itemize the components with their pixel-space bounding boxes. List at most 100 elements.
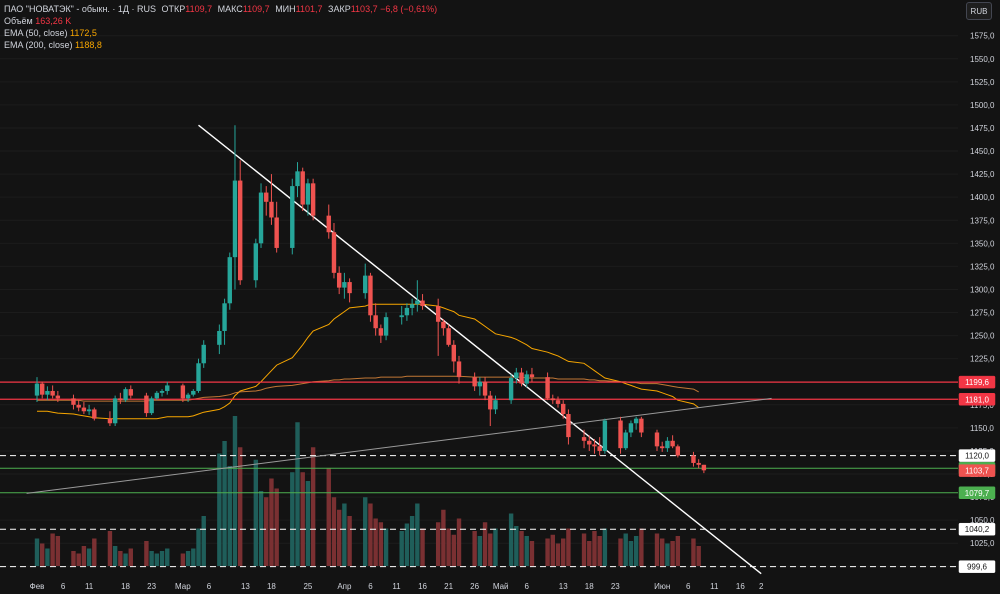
candle-body[interactable]	[660, 446, 665, 449]
candle-body[interactable]	[201, 344, 206, 364]
candle-body[interactable]	[217, 330, 222, 345]
candle-body[interactable]	[81, 407, 87, 412]
candle-body[interactable]	[550, 398, 555, 401]
currency-button[interactable]: RUB	[966, 2, 992, 20]
candle-body[interactable]	[253, 243, 259, 281]
candle-body[interactable]	[123, 389, 128, 401]
candle-body[interactable]	[326, 215, 331, 233]
candle-body[interactable]	[86, 409, 92, 412]
candle-body[interactable]	[227, 257, 232, 304]
candle-body[interactable]	[420, 300, 425, 307]
candle-body[interactable]	[597, 446, 602, 451]
candle-body[interactable]	[295, 171, 300, 187]
candle-body[interactable]	[493, 400, 498, 410]
candle-body[interactable]	[232, 180, 238, 258]
candle-body[interactable]	[592, 444, 597, 447]
volume-label[interactable]: Объём	[4, 16, 33, 26]
candle-body[interactable]	[566, 414, 571, 438]
candle-body[interactable]	[180, 385, 186, 399]
candle-body[interactable]	[472, 377, 477, 387]
trendline[interactable]	[26, 397, 772, 494]
candle-body[interactable]	[456, 361, 462, 378]
symbol-name[interactable]: ПАО "НОВАТЭК" - обыкн. · 1Д · RUS	[4, 4, 157, 14]
candle-body[interactable]	[274, 217, 279, 248]
candle-body[interactable]	[477, 381, 483, 387]
candle-body[interactable]	[670, 440, 675, 447]
candle-body[interactable]	[128, 389, 133, 396]
candle-body[interactable]	[587, 440, 592, 445]
candle-body[interactable]	[342, 282, 347, 288]
candle-body[interactable]	[34, 383, 40, 396]
candle-body[interactable]	[441, 321, 446, 329]
candle-body[interactable]	[446, 328, 451, 345]
candle-body[interactable]	[300, 171, 305, 205]
candle-body[interactable]	[399, 315, 404, 318]
trendline[interactable]	[198, 124, 762, 575]
candle-body[interactable]	[618, 420, 623, 449]
candle-body[interactable]	[404, 307, 410, 316]
candle-body[interactable]	[269, 201, 274, 218]
candle-body[interactable]	[191, 390, 196, 395]
candle-body[interactable]	[633, 418, 639, 424]
candle-body[interactable]	[222, 303, 227, 331]
candle-body[interactable]	[519, 372, 524, 384]
candle-body[interactable]	[435, 306, 441, 322]
candle-body[interactable]	[514, 372, 519, 379]
candle-body[interactable]	[71, 398, 76, 405]
candle-body[interactable]	[654, 432, 660, 447]
candle-body[interactable]	[602, 420, 608, 451]
candle-body[interactable]	[524, 374, 529, 384]
candle-body[interactable]	[623, 432, 628, 449]
candle-body[interactable]	[331, 232, 337, 273]
candle-body[interactable]	[336, 272, 342, 288]
candle-body[interactable]	[159, 390, 165, 393]
candle-body[interactable]	[363, 275, 368, 294]
candle-body[interactable]	[383, 317, 389, 336]
candle-body[interactable]	[196, 363, 201, 391]
candle-body[interactable]	[50, 390, 55, 396]
candle-body[interactable]	[45, 390, 50, 395]
candle-body[interactable]	[305, 183, 311, 205]
candle-body[interactable]	[555, 400, 561, 404]
candle-body[interactable]	[76, 404, 81, 408]
candle-body[interactable]	[149, 398, 154, 414]
candle-body[interactable]	[581, 437, 587, 441]
candle-body[interactable]	[415, 300, 420, 305]
candle-body[interactable]	[165, 385, 170, 391]
candle-body[interactable]	[545, 377, 550, 399]
candle-body[interactable]	[373, 315, 378, 329]
candle-body[interactable]	[508, 378, 514, 401]
candle-body[interactable]	[482, 381, 488, 396]
candle-body[interactable]	[347, 282, 352, 294]
candle-body[interactable]	[691, 455, 696, 463]
candle-body[interactable]	[290, 186, 295, 248]
candle-body[interactable]	[701, 464, 707, 471]
candle-body[interactable]	[185, 394, 191, 399]
candle-body[interactable]	[118, 398, 123, 401]
candle-body[interactable]	[258, 192, 264, 244]
candle-body[interactable]	[488, 395, 493, 410]
candle-body[interactable]	[378, 328, 384, 336]
candle-body[interactable]	[675, 446, 681, 456]
ema50-label[interactable]: EMA (50, close)	[4, 28, 68, 38]
candle-body[interactable]	[310, 183, 316, 216]
candle-body[interactable]	[409, 304, 415, 308]
candle-body[interactable]	[154, 392, 160, 399]
candle-body[interactable]	[92, 409, 97, 419]
candle-body[interactable]	[144, 395, 149, 414]
candle-body[interactable]	[451, 344, 456, 362]
candle-body[interactable]	[368, 275, 373, 316]
candle-body[interactable]	[628, 423, 634, 433]
ema200-label[interactable]: EMA (200, close)	[4, 40, 73, 50]
candle-body[interactable]	[529, 374, 535, 378]
candle-body[interactable]	[561, 403, 566, 415]
candle-body[interactable]	[107, 418, 113, 424]
candle-body[interactable]	[112, 398, 118, 424]
candle-body[interactable]	[40, 383, 45, 395]
candle-body[interactable]	[237, 180, 243, 281]
candle-body[interactable]	[639, 418, 644, 433]
candle-body[interactable]	[696, 462, 701, 465]
candle-body[interactable]	[264, 192, 269, 202]
candle-body[interactable]	[55, 395, 61, 399]
